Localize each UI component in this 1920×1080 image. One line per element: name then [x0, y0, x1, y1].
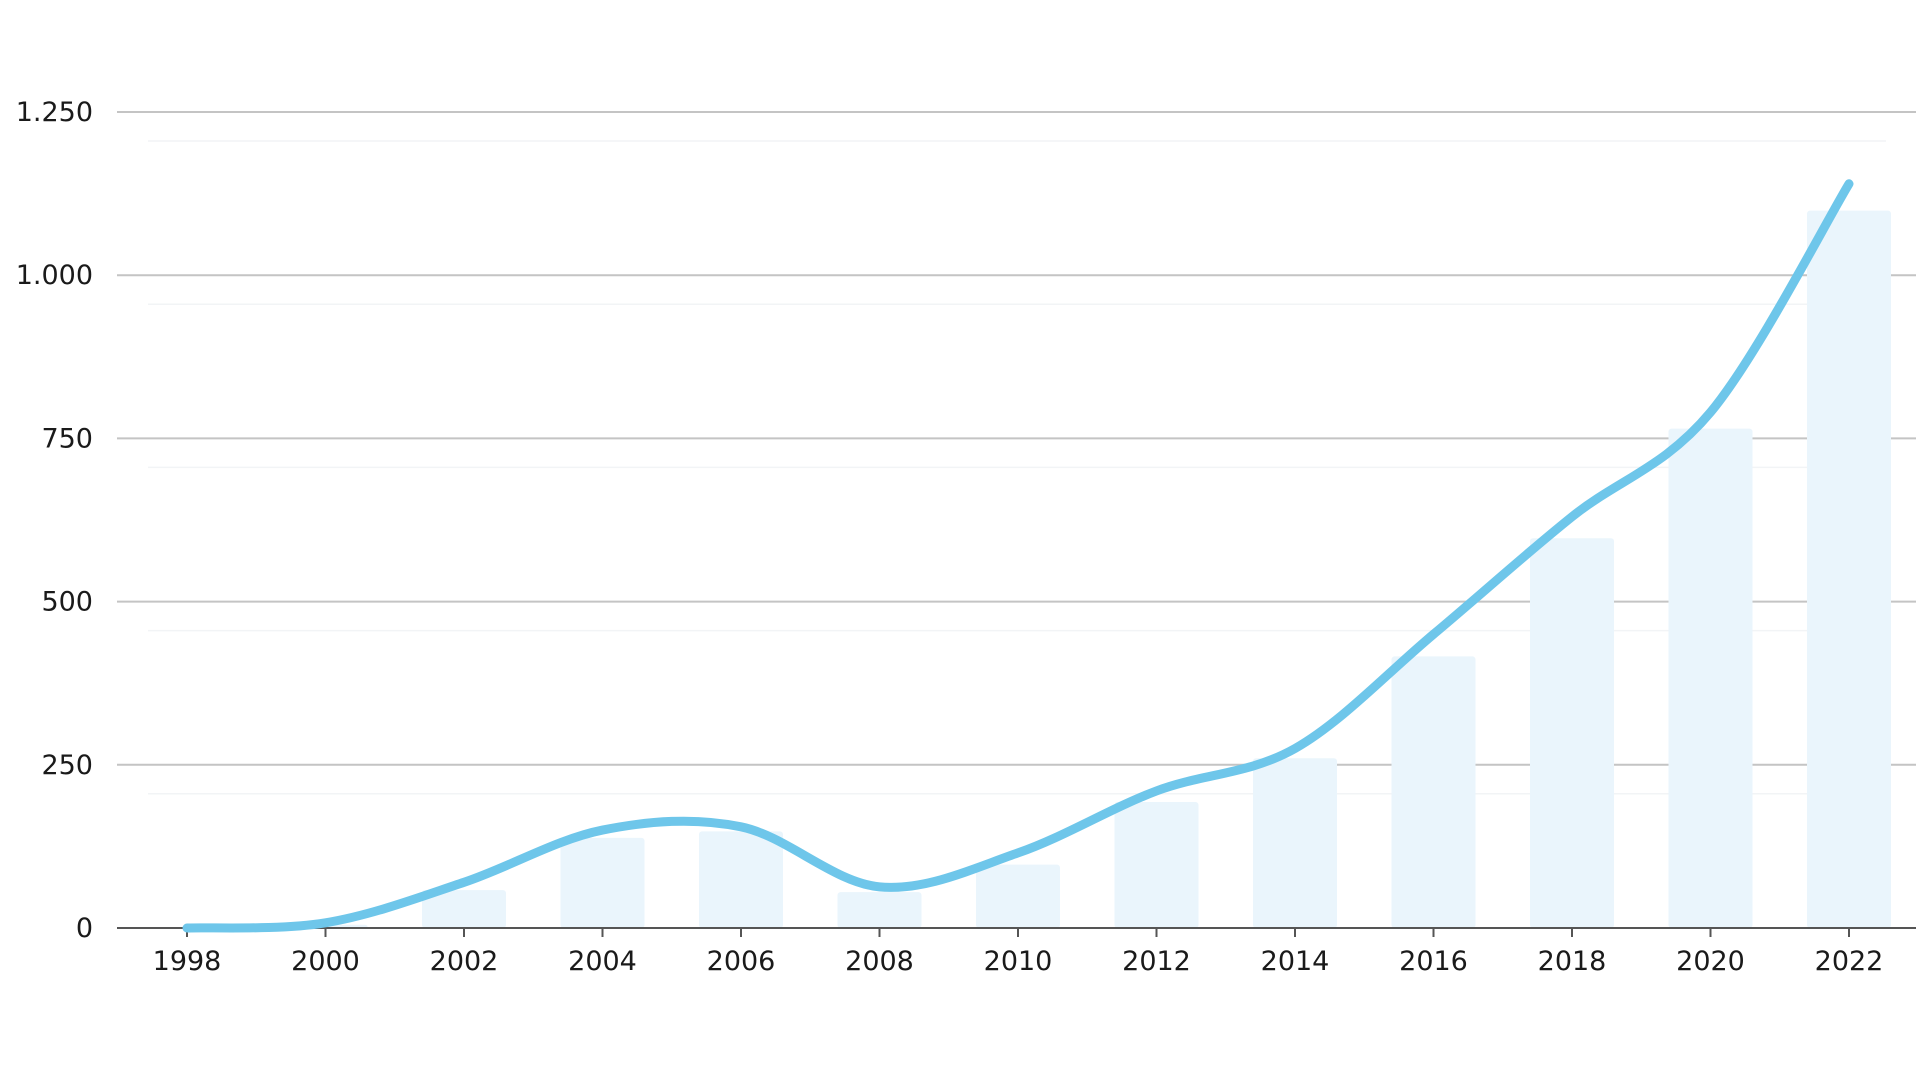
bar-series: [283, 210, 1891, 928]
x-tick-label-2010: 2010: [984, 946, 1053, 977]
bar-2018: [1530, 538, 1614, 928]
y-tick-label-1: 250: [41, 750, 93, 781]
x-tick-label-1998: 1998: [153, 946, 222, 977]
bar-2014: [1253, 758, 1337, 928]
bar-2002: [422, 890, 506, 928]
bar-2012: [1114, 802, 1199, 928]
x-axis-tick-labels: 1998 2000 2002 2004 2006 2008 2010 2012 2014 2016…: [153, 946, 1884, 977]
x-axis: [117, 927, 1916, 937]
x-tick-label-2020: 2020: [1676, 946, 1745, 977]
gridlines: [117, 111, 1916, 795]
x-tick-label-2012: 2012: [1122, 946, 1191, 977]
x-tick-label-2022: 2022: [1815, 946, 1884, 977]
x-tick-label-2006: 2006: [707, 946, 776, 977]
y-tick-label-4: 1.000: [16, 260, 93, 291]
bar-2004: [560, 837, 645, 928]
bar-2006: [699, 831, 783, 928]
x-tick-label-2008: 2008: [845, 946, 914, 977]
x-tick-label-2014: 2014: [1261, 946, 1330, 977]
y-tick-label-3: 750: [41, 423, 93, 454]
line-series: [182, 179, 1854, 933]
x-tick-label-2018: 2018: [1538, 946, 1607, 977]
x-tick-label-2016: 2016: [1399, 946, 1468, 977]
trend-line: [182, 179, 1854, 933]
x-tick-label-2002: 2002: [430, 946, 499, 977]
bar-2010: [976, 864, 1060, 928]
bar-2022: [1807, 210, 1891, 928]
y-axis-tick-labels: 0 250 500 750 1.000 1.250: [16, 97, 93, 944]
bar-2016: [1391, 656, 1476, 928]
y-tick-label-0: 0: [76, 913, 93, 944]
y-tick-label-2: 500: [41, 587, 93, 618]
y-tick-label-5: 1.250: [16, 97, 93, 128]
bar-2008: [837, 892, 922, 928]
bar-2020: [1668, 428, 1753, 928]
x-tick-label-2000: 2000: [291, 946, 360, 977]
x-tick-label-2004: 2004: [568, 946, 637, 977]
